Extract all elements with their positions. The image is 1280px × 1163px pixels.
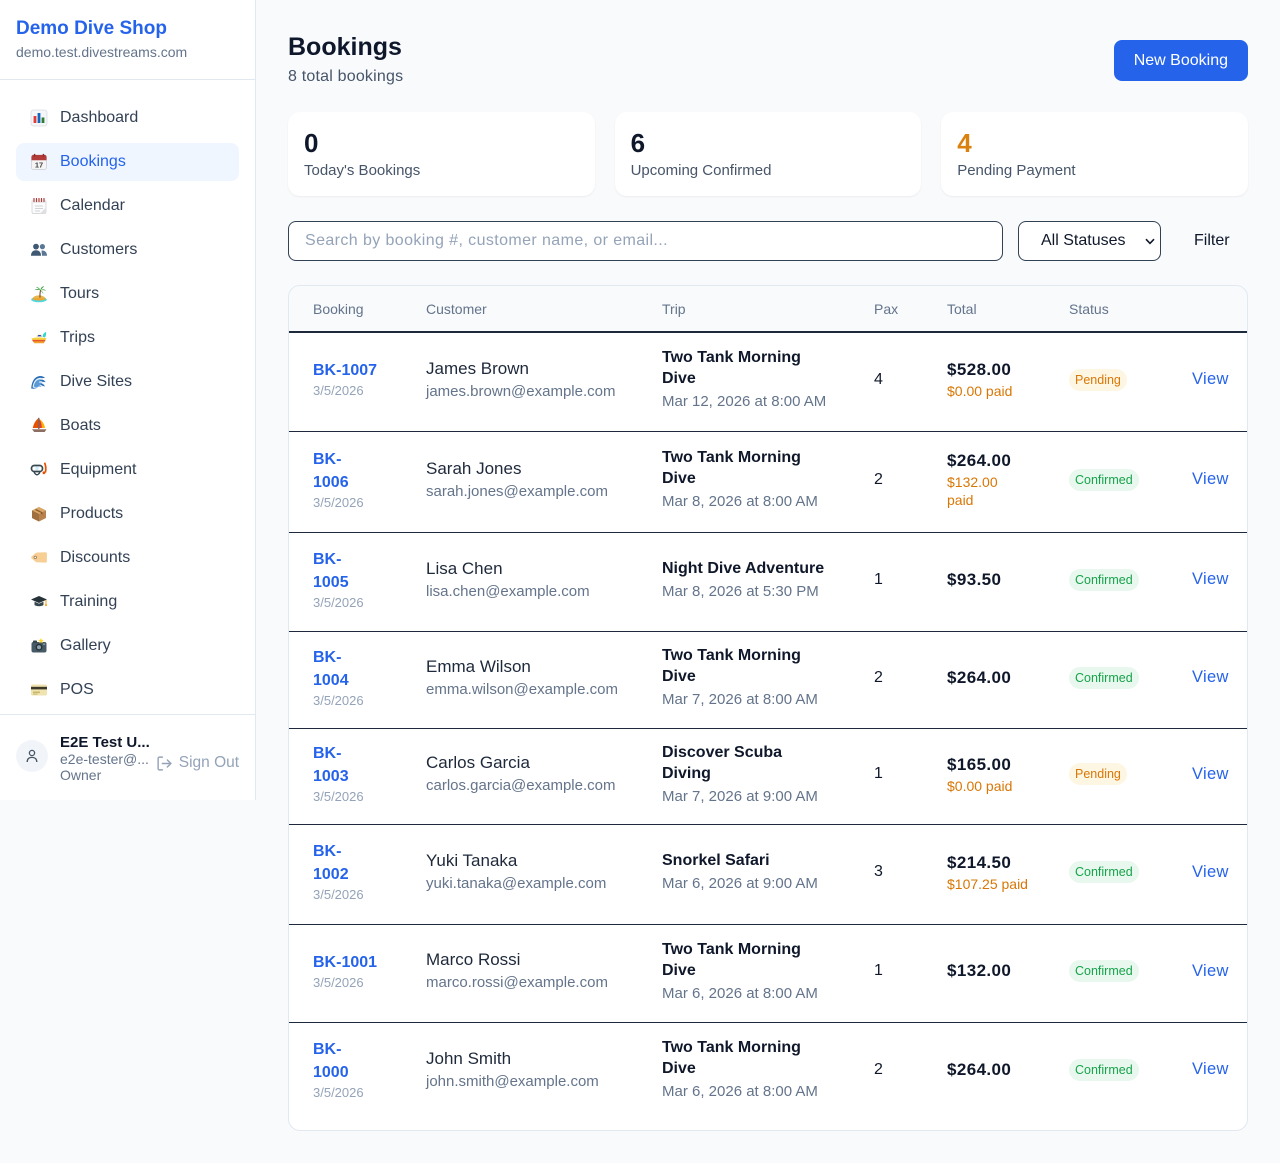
svg-text:17: 17	[35, 161, 43, 170]
